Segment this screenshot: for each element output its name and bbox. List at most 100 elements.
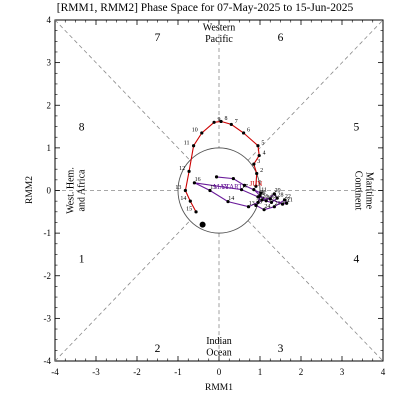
phase-1-label: 1 [79, 254, 85, 266]
series-point-jun [229, 122, 233, 127]
month-label-start: START [222, 183, 244, 191]
day-label-may: 12 [258, 197, 264, 203]
y-tick-label: 4 [47, 15, 52, 25]
phase-6-label: 6 [278, 32, 284, 44]
region-maritime-line2: Continent [353, 171, 364, 211]
day-label-may: 21 [287, 198, 293, 204]
guide-line-diag-bl [54, 220, 191, 362]
series-point-jun [188, 199, 192, 203]
day-label-may: 28 [278, 192, 284, 198]
x-axis-label: RMM1 [205, 383, 233, 393]
day-label-jun: 11 [184, 140, 190, 146]
series-point-may [252, 188, 256, 192]
day-label-jun: 14 [180, 196, 186, 202]
day-label-jun: 7 [235, 119, 238, 125]
phase-2-label: 2 [155, 343, 161, 355]
day-label-jun: 8 [224, 116, 227, 122]
series-point-jun [257, 153, 261, 158]
y-tick-label: -1 [44, 228, 52, 238]
series-point-may [285, 201, 289, 205]
day-label-jun: 3 [257, 159, 260, 165]
day-label-may: 26 [262, 194, 268, 200]
series-point-may [226, 199, 230, 204]
series-point-jun [219, 119, 223, 124]
series-point-may [259, 191, 263, 195]
day-label-may: 22 [285, 194, 291, 200]
y-axis-label: RMM2 [25, 176, 35, 204]
series-point-jun [194, 210, 198, 214]
series-point-may [258, 194, 262, 198]
day-label-may: 16 [195, 177, 201, 183]
series-point-jun [252, 162, 256, 166]
end-marker [199, 221, 206, 228]
day-label-may: 25 [256, 200, 262, 206]
day-label-may: 13 [249, 201, 255, 207]
phase-3-label: 3 [278, 343, 284, 355]
series-point-jun [254, 184, 258, 188]
region-indian-ocean-line2: Ocean [206, 347, 232, 358]
day-label-may: 30 [266, 195, 272, 201]
region-western-pacific-line1: Western [203, 23, 236, 34]
region-western-pacific-line2: Pacific [205, 34, 233, 45]
phase-5-label: 5 [353, 122, 359, 134]
x-tick-label: -2 [133, 367, 141, 377]
phase-4-label: 4 [353, 254, 359, 266]
unit-circle [177, 147, 261, 234]
x-tick-label: 1 [258, 367, 263, 377]
day-label-jun: 9 [218, 117, 221, 123]
region-indian-ocean-line1: Indian [206, 336, 232, 347]
series-point-jun [256, 144, 260, 148]
series-point-may [262, 208, 266, 212]
day-label-may: 14 [228, 196, 234, 202]
region-west-hem-line2: and Africa [77, 169, 88, 211]
series-point-may [254, 203, 258, 208]
day-label-may: 17 [242, 184, 248, 190]
guide-line-diag-tr [247, 19, 384, 161]
y-tick-label: -3 [44, 313, 52, 323]
series-point-jun [212, 120, 216, 124]
day-label-jun: 6 [247, 128, 250, 134]
day-label-jun: 12 [179, 166, 185, 172]
day-label-may: 23 [275, 201, 281, 207]
y-tick-label: -2 [44, 271, 52, 281]
series-point-may [272, 192, 276, 196]
series-point-may [208, 188, 212, 193]
day-label-may: 15 [210, 185, 216, 191]
y-tick-label: -4 [44, 356, 52, 366]
series-point-may [283, 198, 287, 202]
month-label-may: MAY [213, 183, 229, 191]
day-label-may: 29 [275, 188, 281, 194]
day-label-jun: 1 [259, 180, 262, 186]
day-label-may: 27 [272, 197, 278, 203]
x-tick-label: 3 [340, 367, 345, 377]
series-point-jun [200, 131, 204, 135]
day-label-may: 31 [260, 190, 266, 196]
day-label-jun: 4 [263, 150, 266, 156]
day-label-may: 24 [264, 204, 270, 210]
day-label-jun: 10 [192, 128, 198, 134]
series-point-jun [255, 171, 259, 176]
series-point-may [246, 205, 251, 209]
y-tick-label: 1 [47, 143, 52, 153]
x-tick-label: -3 [92, 367, 100, 377]
series-point-may [268, 197, 272, 201]
x-tick-label: -1 [174, 367, 182, 377]
series-point-may [275, 196, 279, 200]
series-point-may [214, 175, 219, 179]
series-point-may [239, 188, 244, 192]
series-point-may [231, 176, 235, 181]
series-point-may [269, 200, 274, 205]
series-point-jun [183, 188, 187, 193]
y-tick-label: 0 [47, 186, 52, 196]
series-point-may [272, 205, 276, 209]
series-point-jun [242, 131, 246, 135]
day-label-jun: 5 [261, 140, 264, 146]
series-point-may [192, 181, 196, 185]
chart-title: [RMM1, RMM2] Phase Space for 07-May-2025… [57, 2, 354, 14]
series-point-jun [191, 144, 196, 148]
